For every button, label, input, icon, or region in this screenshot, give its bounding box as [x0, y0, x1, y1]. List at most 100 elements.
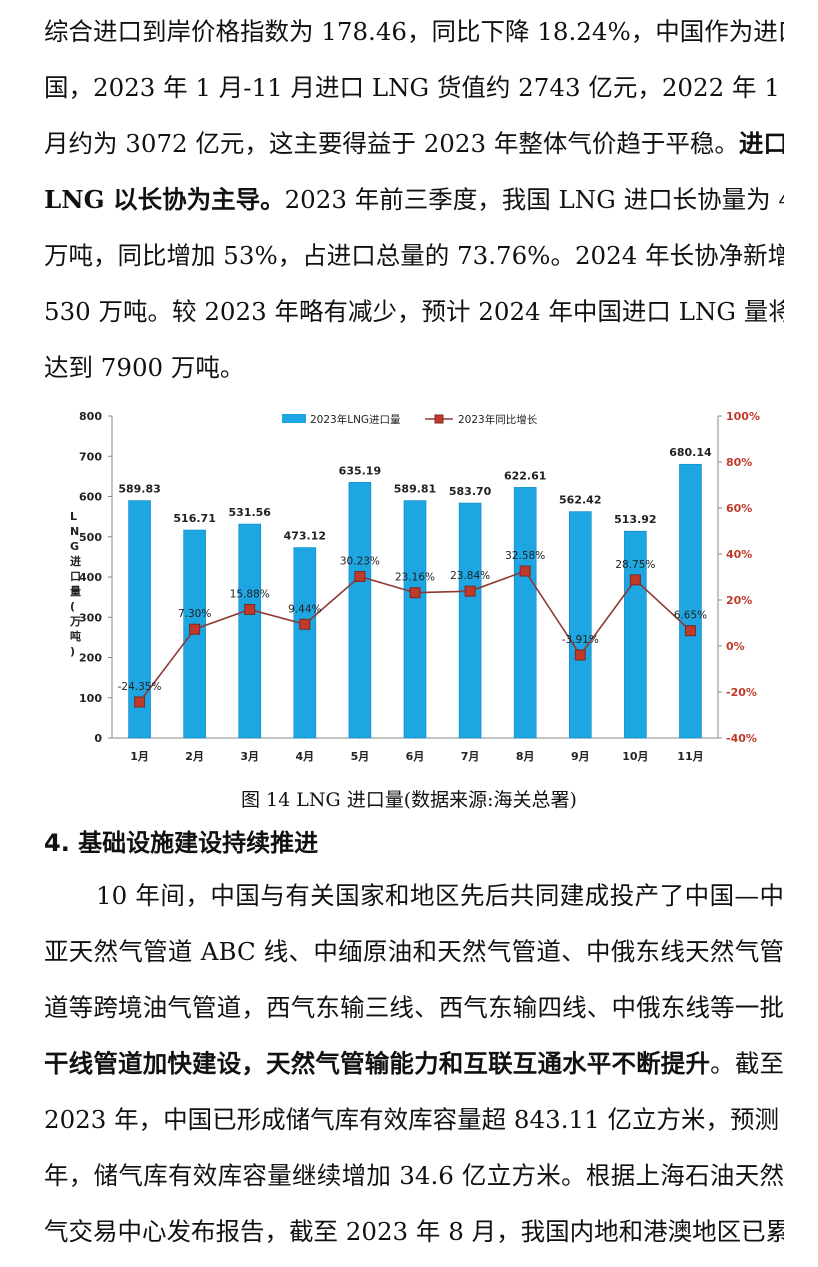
y-tick-label: 300 — [79, 611, 102, 624]
paragraph-line: 国，2023 年 1 月-11 月进口 LNG 货值约 2743 亿元，2022… — [44, 60, 784, 116]
y2-tick-label: 100% — [726, 410, 760, 423]
growth-marker — [354, 570, 366, 582]
text-run: 亚天然气管道 ABC 线、中缅原油和天然气管道、中俄东线天然气管 — [44, 937, 784, 966]
paragraph-line: 亚天然气管道 ABC 线、中缅原油和天然气管道、中俄东线天然气管 — [44, 924, 784, 980]
paragraph-line: 年，储气库有效库容量继续增加 34.6 亿立方米。根据上海石油天然 — [44, 1148, 784, 1204]
paragraph-line: 530 万吨。较 2023 年略有减少，预计 2024 年中国进口 LNG 量将… — [44, 284, 784, 340]
text-run: 2023 年前三季度，我国 LNG 进口长协量为 4099.8 — [284, 185, 784, 214]
text-run: 530 万吨。较 2023 年略有减少，预计 2024 年中国进口 LNG 量将… — [44, 297, 784, 326]
text-run: 10 年间，中国与有关国家和地区先后共同建成投产了中国—中 — [96, 881, 784, 910]
growth-marker — [299, 618, 311, 630]
text-run: 道等跨境油气管道，西气东输三线、西气东输四线、中俄东线等一批 — [44, 993, 784, 1022]
bar-value-label: 473.12 — [284, 530, 326, 543]
bar — [679, 463, 702, 739]
text-run: 气交易中心发布报告，截至 2023 年 8 月，我国内地和港澳地区已累 — [44, 1217, 784, 1246]
legend-line-label: 2023年同比增长 — [458, 413, 538, 426]
x-tick-label: 5月 — [351, 750, 370, 763]
x-tick-label: 2月 — [185, 750, 204, 763]
bar-value-label: 531.56 — [229, 506, 272, 519]
growth-marker — [464, 585, 476, 597]
text-run: 国，2023 年 1 月-11 月进口 LNG 货值约 2743 亿元，2022… — [44, 73, 784, 102]
y2-tick-label: 40% — [726, 548, 752, 561]
text-run: 万吨，同比增加 53%，占进口总量的 73.76%。2024 年长协净新增约 — [44, 241, 784, 270]
legend-bar-swatch — [282, 414, 306, 423]
x-tick-label: 4月 — [295, 750, 314, 763]
paragraph-line: 10 年间，中国与有关国家和地区先后共同建成投产了中国—中 — [44, 868, 784, 924]
growth-marker — [189, 623, 201, 635]
y2-tick-label: 60% — [726, 502, 752, 515]
text-run: 年，储气库有效库容量继续增加 34.6 亿立方米。根据上海石油天然 — [44, 1161, 784, 1190]
growth-value-label: 7.30% — [178, 608, 211, 620]
bold-text: 干线管道加快建设，天然气管输能力和互联互通水平不断提升 — [44, 1049, 711, 1078]
y-axis-label: L N G 进口量(万吨) — [69, 510, 81, 658]
x-tick-label: 6月 — [406, 750, 425, 763]
paragraph-line: LNG 以长协为主导。2023 年前三季度，我国 LNG 进口长协量为 4099… — [44, 172, 784, 228]
text-run: 综合进口到岸价格指数为 178.46，同比下降 18.24%，中国作为进口 — [44, 17, 784, 46]
growth-marker — [244, 603, 256, 615]
growth-marker — [134, 696, 146, 708]
y2-tick-label: 20% — [726, 594, 752, 607]
y-tick-label: 0 — [94, 732, 102, 745]
y-tick-label: 100 — [79, 692, 102, 705]
growth-marker — [519, 565, 531, 577]
growth-value-label: 23.16% — [395, 572, 435, 584]
x-tick-label: 1月 — [130, 750, 149, 763]
bold-text: 进口 — [738, 129, 784, 158]
y-tick-label: 200 — [79, 652, 102, 665]
growth-value-label: 23.84% — [450, 570, 490, 582]
bar-value-label: 516.71 — [173, 512, 215, 525]
top-paragraph: 综合进口到岸价格指数为 178.46，同比下降 18.24%，中国作为进口 国，2… — [44, 4, 784, 396]
figure-caption: 图 14 LNG 进口量(数据来源:海关总署) — [241, 789, 577, 811]
y2-tick-label: -20% — [726, 686, 757, 699]
bar — [458, 502, 482, 739]
bar — [513, 487, 537, 739]
growth-marker — [684, 625, 696, 637]
x-tick-label: 7月 — [461, 750, 480, 763]
bar-value-label: 589.83 — [118, 483, 160, 496]
growth-marker — [409, 587, 421, 599]
paragraph-line: 综合进口到岸价格指数为 178.46，同比下降 18.24%，中国作为进口 — [44, 4, 784, 60]
x-tick-label: 8月 — [516, 750, 535, 763]
y2-tick-label: -40% — [726, 732, 757, 745]
growth-marker — [629, 574, 641, 586]
paragraph-line: 万吨，同比增加 53%，占进口总量的 73.76%。2024 年长协净新增约 — [44, 228, 784, 284]
y2-tick-label: 80% — [726, 456, 752, 469]
x-tick-label: 9月 — [571, 750, 590, 763]
growth-value-label: 15.88% — [230, 588, 270, 600]
y-tick-label: 800 — [79, 410, 102, 423]
paragraph-line: 道等跨境油气管道，西气东输三线、西气东输四线、中俄东线等一批 — [44, 980, 784, 1036]
y2-tick-label: 0% — [726, 640, 745, 653]
paragraph-line: 干线管道加快建设，天然气管输能力和互联互通水平不断提升。截至 — [44, 1036, 784, 1092]
text-run: 2023 年，中国已形成储气库有效库容量超 843.11 亿立方米，预测 202… — [44, 1105, 784, 1134]
paragraph-line: 月约为 3072 亿元，这主要得益于 2023 年整体气价趋于平稳。进口 — [44, 116, 784, 172]
bar — [403, 500, 427, 739]
x-tick-label: 11月 — [677, 750, 703, 763]
bar — [238, 523, 262, 739]
legend-bar-label: 2023年LNG进口量 — [310, 413, 401, 426]
bar-value-label: 680.14 — [669, 446, 712, 459]
growth-value-label: 9.44% — [288, 603, 321, 615]
growth-marker — [574, 649, 586, 661]
bottom-paragraph: 10 年间，中国与有关国家和地区先后共同建成投产了中国—中亚天然气管道 ABC … — [44, 868, 784, 1260]
growth-value-label: 30.23% — [340, 555, 380, 567]
bar — [293, 547, 317, 739]
growth-value-label: -3.91% — [562, 634, 599, 646]
bar-value-label: 583.70 — [449, 485, 492, 498]
text-run: 月约为 3072 亿元，这主要得益于 2023 年整体气价趋于平稳。 — [44, 129, 739, 158]
bar-value-label: 589.81 — [394, 483, 436, 496]
bar — [568, 511, 592, 739]
y-tick-label: 600 — [79, 491, 102, 504]
y-tick-label: 400 — [79, 571, 102, 584]
x-tick-label: 3月 — [240, 750, 259, 763]
y-tick-label: 700 — [79, 450, 102, 463]
growth-value-label: -24.35% — [118, 681, 162, 693]
section-heading: 4. 基础设施建设持续推进 — [44, 829, 319, 857]
growth-value-label: 28.75% — [615, 559, 655, 571]
paragraph-line: 2023 年，中国已形成储气库有效库容量超 843.11 亿立方米，预测 202… — [44, 1092, 784, 1148]
growth-value-label: 32.58% — [505, 550, 545, 562]
legend-line-marker — [434, 414, 444, 424]
bar — [348, 482, 372, 739]
bar-value-label: 562.42 — [559, 494, 601, 507]
paragraph-line: 气交易中心发布报告，截至 2023 年 8 月，我国内地和港澳地区已累 — [44, 1204, 784, 1260]
lng-import-chart: 0 100 200 300 400 500 600 700 800 -40% -20% 0% 20% 40… — [69, 410, 760, 763]
